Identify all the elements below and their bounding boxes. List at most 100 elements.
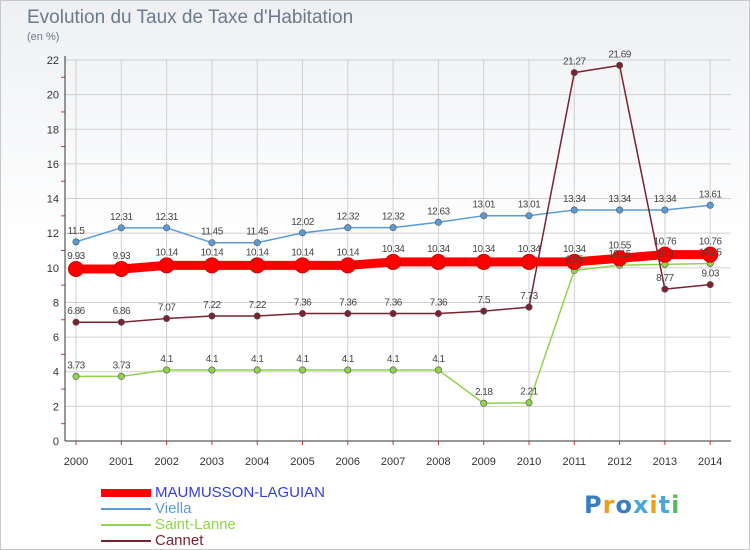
legend-label: Saint-Lanne (155, 516, 236, 533)
data-label-3: 21.27 (563, 57, 586, 68)
series-point-3 (480, 307, 488, 315)
data-label-2: 4.1 (206, 354, 219, 365)
series-point-3 (253, 312, 261, 320)
series-point-1 (163, 224, 171, 232)
series-point-1 (298, 229, 306, 237)
data-label-3: 7.36 (430, 298, 448, 309)
data-label-0: 10.76 (654, 237, 677, 248)
data-label-0: 10.34 (563, 244, 586, 255)
series-point-1 (72, 238, 80, 246)
data-label-0: 10.14 (246, 247, 269, 258)
series-point-3 (163, 315, 171, 323)
data-label-0: 9.93 (67, 251, 85, 262)
x-tick-label: 2002 (154, 456, 178, 468)
data-label-3: 7.22 (203, 300, 221, 311)
data-label-1: 13.34 (563, 194, 586, 205)
x-tick-label: 2010 (517, 456, 541, 468)
data-label-3: 21.69 (608, 49, 631, 60)
series-point-2 (163, 366, 171, 374)
legend-label: Viella (155, 500, 192, 517)
y-tick-label: 2 (53, 401, 59, 413)
data-label-3: 6.86 (113, 306, 131, 317)
x-tick-label: 2011 (562, 456, 586, 468)
series-point-0 (294, 257, 311, 274)
data-label-1: 12.63 (427, 206, 450, 217)
data-label-2: 4.1 (432, 354, 445, 365)
series-point-0 (339, 257, 356, 274)
series-point-0 (249, 257, 266, 274)
data-label-2: 4.1 (251, 354, 264, 365)
data-label-3: 7.36 (294, 298, 312, 309)
x-tick-label: 2003 (200, 456, 224, 468)
data-label-0: 10.14 (291, 247, 314, 258)
data-label-1: 13.01 (472, 200, 495, 211)
data-label-2: 4.1 (296, 354, 309, 365)
data-label-1: 12.32 (337, 212, 360, 223)
data-label-2: 2.21 (520, 387, 538, 398)
x-tick-label: 2008 (426, 456, 450, 468)
data-label-2: 4.1 (342, 354, 355, 365)
data-label-1: 13.61 (699, 189, 722, 200)
data-label-2: 2.18 (475, 387, 493, 398)
data-label-1: 13.01 (518, 200, 541, 211)
series-point-3 (344, 310, 352, 318)
grid-layer (65, 59, 731, 442)
data-label-0: 10.55 (608, 240, 631, 251)
series-point-3 (570, 69, 578, 77)
data-label-0: 10.34 (518, 244, 541, 255)
series-point-0 (611, 250, 628, 267)
data-label-0: 9.93 (113, 251, 131, 262)
series-point-1 (253, 239, 261, 247)
logo-letter: o (615, 491, 633, 519)
series-point-2 (434, 366, 442, 374)
data-label-3: 7.73 (520, 291, 538, 302)
logo-letter: r (602, 491, 616, 519)
series-point-1 (344, 224, 352, 232)
legend-label: MAUMUSSON-LAGUIAN (155, 484, 326, 501)
series-point-1 (389, 224, 397, 232)
series-point-1 (117, 224, 125, 232)
legend-swatch (101, 540, 151, 542)
x-tick-label: 2012 (607, 456, 631, 468)
series-point-3 (117, 318, 125, 326)
series-point-1 (570, 206, 578, 214)
series-point-1 (208, 239, 216, 247)
series-point-2 (72, 372, 80, 380)
label-layer: 9.93 9.93 10.14 10.14 10.14 10.14 10.14 10.34 10… (67, 49, 723, 398)
y-tick-label: 0 (53, 436, 59, 448)
line-chart: 0 2 4 6 8 10 12 14 16 18 20 22 2000 2001 2002 2003 2004 2… (47, 49, 731, 468)
chart-title: Evolution du Taux de Taxe d'Habitation (27, 7, 354, 28)
data-label-2: 10.25 (699, 247, 722, 258)
series-point-0 (656, 246, 673, 263)
y-tick-label: 16 (47, 159, 59, 171)
series-point-3 (616, 61, 624, 69)
x-tick-label: 2000 (64, 456, 88, 468)
y-tick-label: 20 (47, 90, 59, 102)
data-label-3: 7.5 (477, 295, 490, 306)
series-point-3 (525, 303, 533, 311)
data-label-0: 10.34 (427, 244, 450, 255)
data-label-1: 11.45 (246, 227, 269, 238)
series-point-0 (702, 246, 719, 263)
series-point-2 (344, 366, 352, 374)
data-label-2: 9.85 (566, 254, 584, 265)
series-point-1 (480, 212, 488, 220)
data-label-3: 7.07 (158, 303, 176, 314)
data-label-1: 13.34 (654, 194, 677, 205)
series-point-3 (208, 312, 216, 320)
x-tick-label: 2014 (698, 456, 722, 468)
data-label-2: 4.1 (387, 354, 400, 365)
y-tick-label: 10 (47, 263, 59, 275)
data-label-2: 10.2 (656, 248, 674, 259)
logo-letter: t (658, 491, 672, 519)
data-label-3: 9.03 (701, 269, 719, 280)
series-point-1 (616, 206, 624, 214)
series-point-3 (434, 310, 442, 318)
axis-layer: 0 2 4 6 8 10 12 14 16 18 20 22 2000 2001 2002 2003 2004 2… (47, 55, 731, 468)
logo-letter: x (632, 491, 650, 519)
data-label-2: 3.73 (67, 360, 85, 371)
series-point-2 (480, 399, 488, 407)
data-label-3: 6.86 (67, 306, 85, 317)
data-label-2: 3.73 (113, 360, 131, 371)
